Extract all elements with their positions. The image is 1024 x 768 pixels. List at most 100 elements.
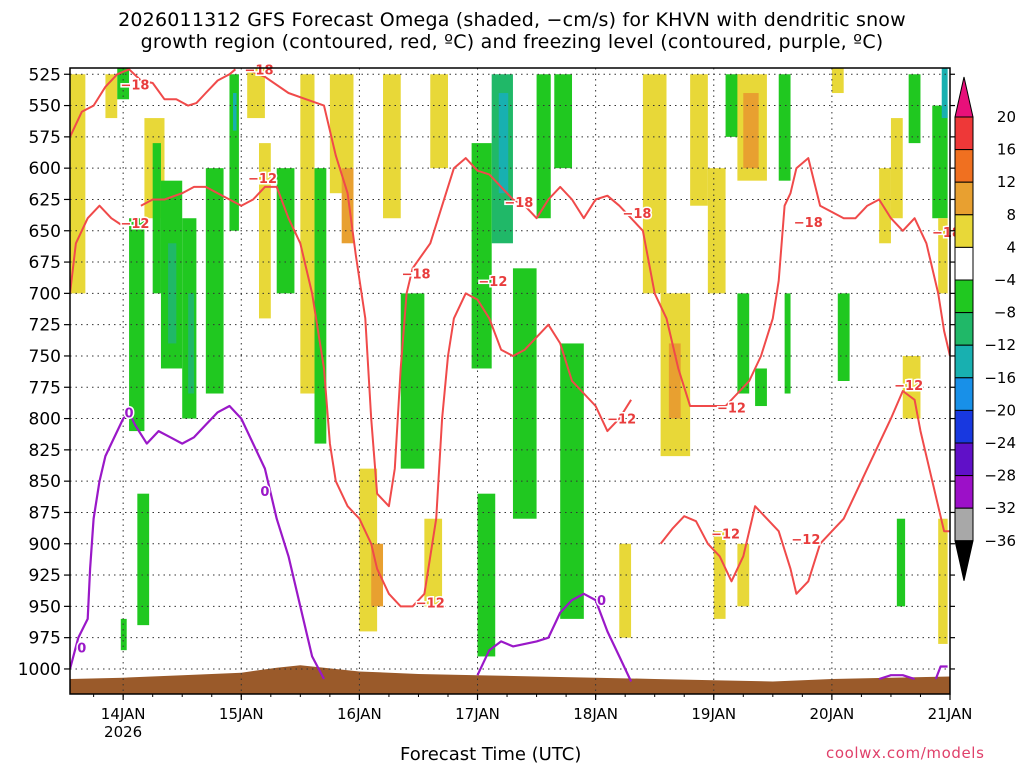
colorbar-label: 4 [1006,238,1016,256]
x-tick-label: 14JAN [101,705,146,723]
freezing-level-line [934,665,948,680]
omega-cell [105,74,118,119]
omega-cell [383,74,401,219]
contour-label: −12 [894,379,923,394]
omega-cell [932,105,948,219]
omega-cell [477,493,496,657]
omega-shading [70,68,948,657]
omega-cell [205,168,224,394]
contour-label: 0 [125,406,134,421]
omega-cell [831,68,844,94]
omega-cell [668,343,681,419]
colorbar-segment [954,507,974,542]
omega-cell [896,518,906,607]
y-tick-label: 975 [29,629,61,649]
contour-layer [70,68,950,682]
colorbar-segment [954,116,974,151]
colorbar-segment [954,442,974,477]
grid-layer [70,68,951,694]
colorbar-segment [954,475,974,509]
x-axis-title: Forecast Time (UTC) [400,744,582,765]
terrain-layer [70,665,950,694]
contour-labels: −18 −18 −12 −12 −18 −12 −18 −18 −18 −18 −12 −12 −12 −… [76,62,963,658]
omega-cell [737,293,750,394]
omega-cell [188,293,195,394]
colorbar-label: −36 [984,532,1016,550]
omega-cell [258,143,271,319]
freezing-level-line [878,674,915,681]
omega-cell [400,293,425,469]
y-tick-label: 650 [29,222,61,242]
y-tick-label: 750 [29,347,61,367]
y-tick-label: 825 [29,441,61,461]
omega-cell [784,293,791,394]
omega-cell [120,618,127,651]
x-tick-label: 18JAN [573,705,618,723]
contour-label: −18 [794,216,823,231]
omega-cell [642,74,667,294]
contour-label: −12 [248,172,277,187]
y-tick-label: 700 [29,284,61,304]
y-tick-label: 600 [29,159,61,179]
x-tick-label: 19JAN [691,705,736,723]
omega-cell [117,68,130,100]
axis-layer: 525 550 575 600 625 650 675 700 725 750 775 800 825 8… [18,65,973,741]
colorbar-bottom-triangle [954,540,974,581]
y-tick-label: 575 [29,128,61,148]
colorbar-segment [954,214,974,248]
colorbar-segment [954,344,974,379]
y-tick-label: 900 [29,535,61,555]
contour-label: −12 [711,528,740,543]
contour-label: −12 [120,217,149,232]
colorbar-segment [954,181,974,216]
contour-label: −18 [120,78,149,93]
contour-label: −18 [622,207,651,222]
omega-cell [341,168,354,244]
y-tick-label: 950 [29,597,61,617]
y-tick-label: 775 [29,378,61,398]
dgz-contour-line [659,390,950,595]
y-tick-label: 800 [29,410,61,430]
x-tick-label: 15JAN [219,705,264,723]
x-tick-label: 21JAN [928,705,973,723]
colorbar-label: 8 [1006,206,1016,224]
omega-cell [152,143,161,294]
omega-cell [554,74,573,169]
terrain-area [70,665,950,694]
colorbar-label: −4 [994,271,1016,289]
omega-cell [908,74,921,144]
contour-label: −12 [791,533,820,548]
credit-link[interactable]: coolwx.com/models [826,744,985,762]
contour-label: −18 [932,226,961,241]
omega-cell [938,518,948,644]
omega-cell [233,93,237,131]
contour-label: −18 [402,267,431,282]
x-tick-label: 20JAN [810,705,855,723]
dgz-contour-line [246,68,950,508]
omega-cell [229,74,239,231]
colorbar-label: −8 [994,304,1016,322]
contour-label: −12 [416,597,445,612]
omega-cell [778,74,791,181]
colorbar-label: −24 [984,434,1016,452]
colorbar-label: 16 [997,141,1016,159]
omega-cell [300,74,315,394]
colorbar-segment [954,409,974,444]
contour-label: −18 [504,196,533,211]
freezing-level-line [476,592,633,682]
contour-label: −18 [245,63,274,78]
contour-label: 0 [260,485,269,500]
colorbar-segment [954,312,974,346]
omega-cell [512,268,537,519]
y-tick-label: 550 [29,97,61,117]
omega-cell [690,74,708,206]
omega-cell [430,74,448,169]
colorbar-label: −16 [984,369,1016,387]
x-tick-label: 16JAN [337,705,382,723]
y-tick-label: 625 [29,190,61,210]
omega-cell [314,168,327,444]
colorbar-label: −20 [984,401,1016,419]
dgz-contour-line [70,204,122,294]
colorbar-segment [954,246,974,281]
